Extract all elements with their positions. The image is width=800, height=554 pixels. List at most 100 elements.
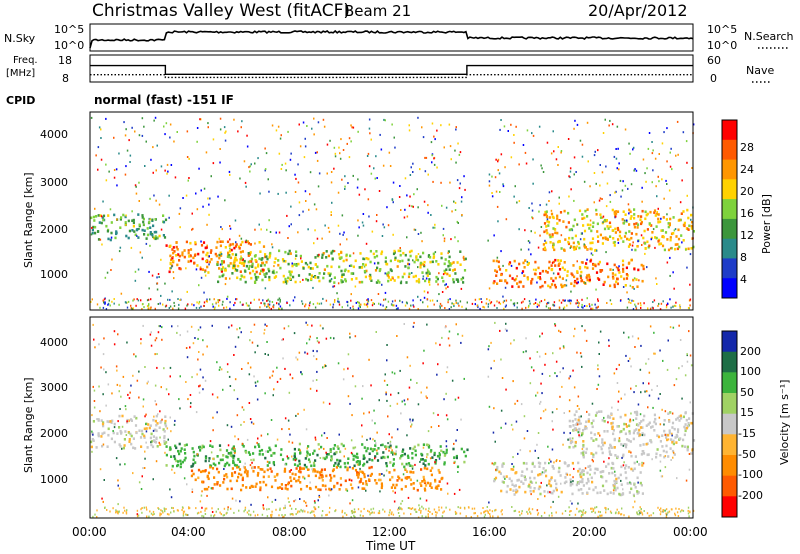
heatmap-cell [239,250,242,254]
heatmap-cell [271,124,274,127]
heatmap-cell [297,448,301,451]
heatmap-cell [456,429,458,431]
heatmap-cell [441,276,444,279]
heatmap-cell [474,303,476,306]
heatmap-cell [294,257,297,260]
heatmap-cell [375,482,378,485]
heatmap-cell [250,331,252,333]
heatmap-cell [235,464,238,467]
heatmap-cell [210,487,213,490]
heatmap-cell [558,196,560,199]
heatmap-cell [488,287,491,290]
heatmap-cell [458,153,461,156]
heatmap-cell [653,331,655,334]
heatmap-cell [163,507,166,510]
heatmap-cell [586,410,588,413]
heatmap-cell [653,413,656,417]
heatmap-cell [403,272,406,276]
heatmap-cell [374,422,376,425]
heatmap-cell [593,154,596,157]
heatmap-cell [591,241,594,245]
heatmap-cell [179,449,182,453]
heatmap-cell [116,218,118,221]
heatmap-cell [361,280,364,284]
heatmap-cell [287,276,290,280]
heatmap-cell [624,128,627,131]
heatmap-cell [512,465,515,468]
heatmap-cell [559,330,562,333]
heatmap-cell [118,510,120,513]
heatmap-cell [540,164,542,167]
heatmap-cell [321,473,324,477]
heatmap-cell [218,256,221,260]
heatmap-cell [631,248,633,251]
heatmap-cell [490,341,492,344]
heatmap-cell [580,279,583,283]
heatmap-cell [582,224,585,227]
heatmap-cell [556,459,558,461]
heatmap-cell [659,393,661,395]
heatmap-cell [300,508,302,511]
heatmap-cell [528,300,531,303]
heatmap-cell [616,226,619,230]
heatmap-cell [601,171,604,174]
heatmap-cell [423,487,426,491]
heatmap-cell [355,277,358,280]
heatmap-cell [678,415,681,418]
heatmap-cell [504,422,507,425]
heatmap-cell [508,274,512,278]
heatmap-cell [442,511,444,514]
heatmap-cell [330,457,333,461]
heatmap-cell [392,490,394,493]
heatmap-cell [583,229,587,233]
heatmap-cell [424,279,427,283]
heatmap-cell [142,467,144,470]
heatmap-cell [521,307,523,310]
heatmap-cell [380,482,383,485]
power-panel-frame [89,111,694,311]
heatmap-cell [547,301,550,304]
heatmap-cell [592,455,595,459]
heatmap-cell [251,265,254,268]
heatmap-cell [138,481,141,484]
heatmap-cell [510,423,513,426]
heatmap-cell [578,427,581,431]
heatmap-cell [608,452,612,456]
heatmap-cell [239,301,241,304]
heatmap-cell [185,381,187,383]
heatmap-cell [159,512,161,515]
heatmap-cell [414,449,417,453]
heatmap-cell [559,474,562,477]
heatmap-cell [288,428,290,430]
heatmap-cell [390,393,392,396]
heatmap-cell [393,372,396,375]
heatmap-cell [266,228,268,231]
heatmap-cell [682,415,685,419]
heatmap-cell [157,303,159,305]
heatmap-cell [622,454,625,458]
heatmap-cell [110,231,113,235]
heatmap-cell [525,162,528,165]
heatmap-cell [357,130,359,133]
heatmap-cell [512,489,515,492]
heatmap-cell [566,270,569,273]
heatmap-cell [673,287,675,290]
heatmap-cell [618,234,621,238]
heatmap-cell [542,410,545,413]
heatmap-cell [648,382,650,385]
heatmap-cell [457,471,459,473]
heatmap-cell [458,187,461,190]
heatmap-cell [555,460,558,463]
heatmap-cell [555,488,558,492]
heatmap-cell [669,411,672,414]
heatmap-cell [633,391,635,394]
heatmap-cell [517,478,520,482]
heatmap-cell [291,472,294,476]
heatmap-cell [119,408,121,410]
heatmap-cell [387,442,389,445]
heatmap-cell [275,508,277,511]
heatmap-cell [161,418,163,421]
heatmap-cell [119,445,122,448]
power-cbar-tick-28: 28 [740,141,754,154]
heatmap-cell [505,388,507,391]
